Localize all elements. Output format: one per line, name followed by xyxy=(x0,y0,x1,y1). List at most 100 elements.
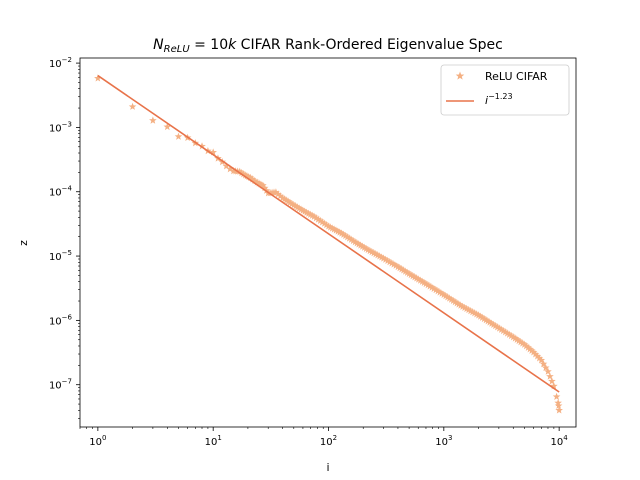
scatter-point xyxy=(255,179,263,187)
scatter-point xyxy=(539,360,548,368)
title-n-symbol: N xyxy=(153,37,164,53)
y-axis-ticks: 10−7 10−6 10−5 10−4 10−3 10−2 xyxy=(49,56,80,419)
scatter-point xyxy=(280,195,289,203)
scatter-point xyxy=(422,279,430,288)
scatter-point xyxy=(503,329,512,337)
scatter-point xyxy=(555,406,563,414)
scatter-point xyxy=(453,299,461,307)
scatter-point xyxy=(257,180,265,188)
legend-power-base: i xyxy=(485,94,488,107)
scatter-point xyxy=(316,216,325,225)
scatter-point xyxy=(163,122,172,131)
scatter-point xyxy=(443,293,452,301)
scatter-point xyxy=(392,261,400,269)
legend: ReLU CIFAR i−1.23 xyxy=(440,64,570,116)
scatter-point xyxy=(371,250,380,258)
scatter-point xyxy=(491,321,500,330)
scatter-point xyxy=(366,246,374,255)
scatter-point xyxy=(529,348,538,356)
scatter-point xyxy=(470,309,479,317)
scatter-point xyxy=(324,222,333,230)
scatter-point xyxy=(379,254,388,262)
scatter-point xyxy=(438,289,446,297)
scatter-point xyxy=(337,229,346,237)
scatter-point xyxy=(286,198,294,206)
scatter-point xyxy=(390,260,398,268)
title-equals: = 10 xyxy=(190,37,228,53)
scatter-point xyxy=(515,336,523,345)
scatter-point xyxy=(293,203,302,211)
x-tick-label: 104 xyxy=(551,434,569,448)
title-rest: CIFAR Rank-Ordered Eigenvalue Spec xyxy=(236,37,503,53)
scatter-point xyxy=(432,285,440,294)
scatter-point xyxy=(209,148,217,156)
scatter-point xyxy=(509,333,518,341)
scatter-point xyxy=(468,308,477,316)
scatter-point xyxy=(387,259,396,267)
scatter-point xyxy=(354,240,363,248)
scatter-point xyxy=(434,287,442,295)
scatter-point xyxy=(343,233,352,241)
scatter-point xyxy=(466,306,475,315)
scatter-point xyxy=(332,226,340,234)
scatter-point xyxy=(360,243,369,251)
scatter-point xyxy=(278,193,287,202)
scatter-point xyxy=(314,215,323,223)
scatter-point xyxy=(516,338,525,346)
scatter-point xyxy=(198,142,206,150)
scatter-point xyxy=(330,225,338,233)
scatter-point xyxy=(308,211,317,219)
scatter-point xyxy=(412,274,421,282)
scatter-point xyxy=(531,350,540,358)
y-tick-label: 10−4 xyxy=(49,185,73,199)
x-tick-label: 100 xyxy=(89,434,106,448)
scatter-point xyxy=(460,303,469,311)
scatter-point xyxy=(394,262,402,271)
scatter-point xyxy=(358,242,367,250)
scatter-point xyxy=(373,251,382,259)
scatter-point xyxy=(306,210,315,218)
x-tick-label: 101 xyxy=(205,434,222,448)
scatter-point xyxy=(368,247,376,256)
scatter-point xyxy=(478,313,487,321)
scatter-point xyxy=(455,300,463,308)
scatter-point xyxy=(499,326,508,335)
scatter-point xyxy=(320,219,329,227)
plot-area xyxy=(94,74,563,414)
scatter-point xyxy=(518,339,527,347)
scatter-point xyxy=(526,345,534,353)
axes-frame xyxy=(79,57,577,428)
scatter-point xyxy=(226,165,234,173)
scatter-point xyxy=(541,363,550,372)
scatter-point xyxy=(476,312,485,320)
scatter-point xyxy=(507,331,516,340)
scatter-point xyxy=(533,352,542,360)
scatter-point xyxy=(222,162,231,170)
scatter-point xyxy=(552,392,561,400)
scatter-point xyxy=(345,234,354,242)
scatter-point xyxy=(288,199,296,208)
scatter-point xyxy=(312,214,320,222)
scatter-point xyxy=(297,205,305,213)
legend-label-power-law: i−1.23 xyxy=(485,92,513,107)
scatter-point xyxy=(397,265,406,273)
x-tick-label: 103 xyxy=(435,434,452,448)
scatter-point xyxy=(546,372,554,380)
scatter-point xyxy=(239,170,248,178)
legend-power-exponent: −1.23 xyxy=(488,92,513,101)
scatter-point xyxy=(447,295,456,303)
x-tick-label: 102 xyxy=(320,434,337,448)
scatter-point xyxy=(505,330,514,338)
scatter-point xyxy=(300,207,309,215)
scatter-point xyxy=(501,328,510,336)
scatter-point xyxy=(335,228,344,236)
scatter-point xyxy=(385,258,394,266)
scatter-point xyxy=(474,311,483,319)
scatter-point xyxy=(399,266,408,274)
scatter-point xyxy=(420,278,428,286)
scatter-point xyxy=(522,342,531,350)
scatter-point xyxy=(244,172,253,181)
y-tick-label: 10−6 xyxy=(49,313,73,327)
scatter-point xyxy=(381,255,390,263)
scatter-point xyxy=(94,74,102,82)
